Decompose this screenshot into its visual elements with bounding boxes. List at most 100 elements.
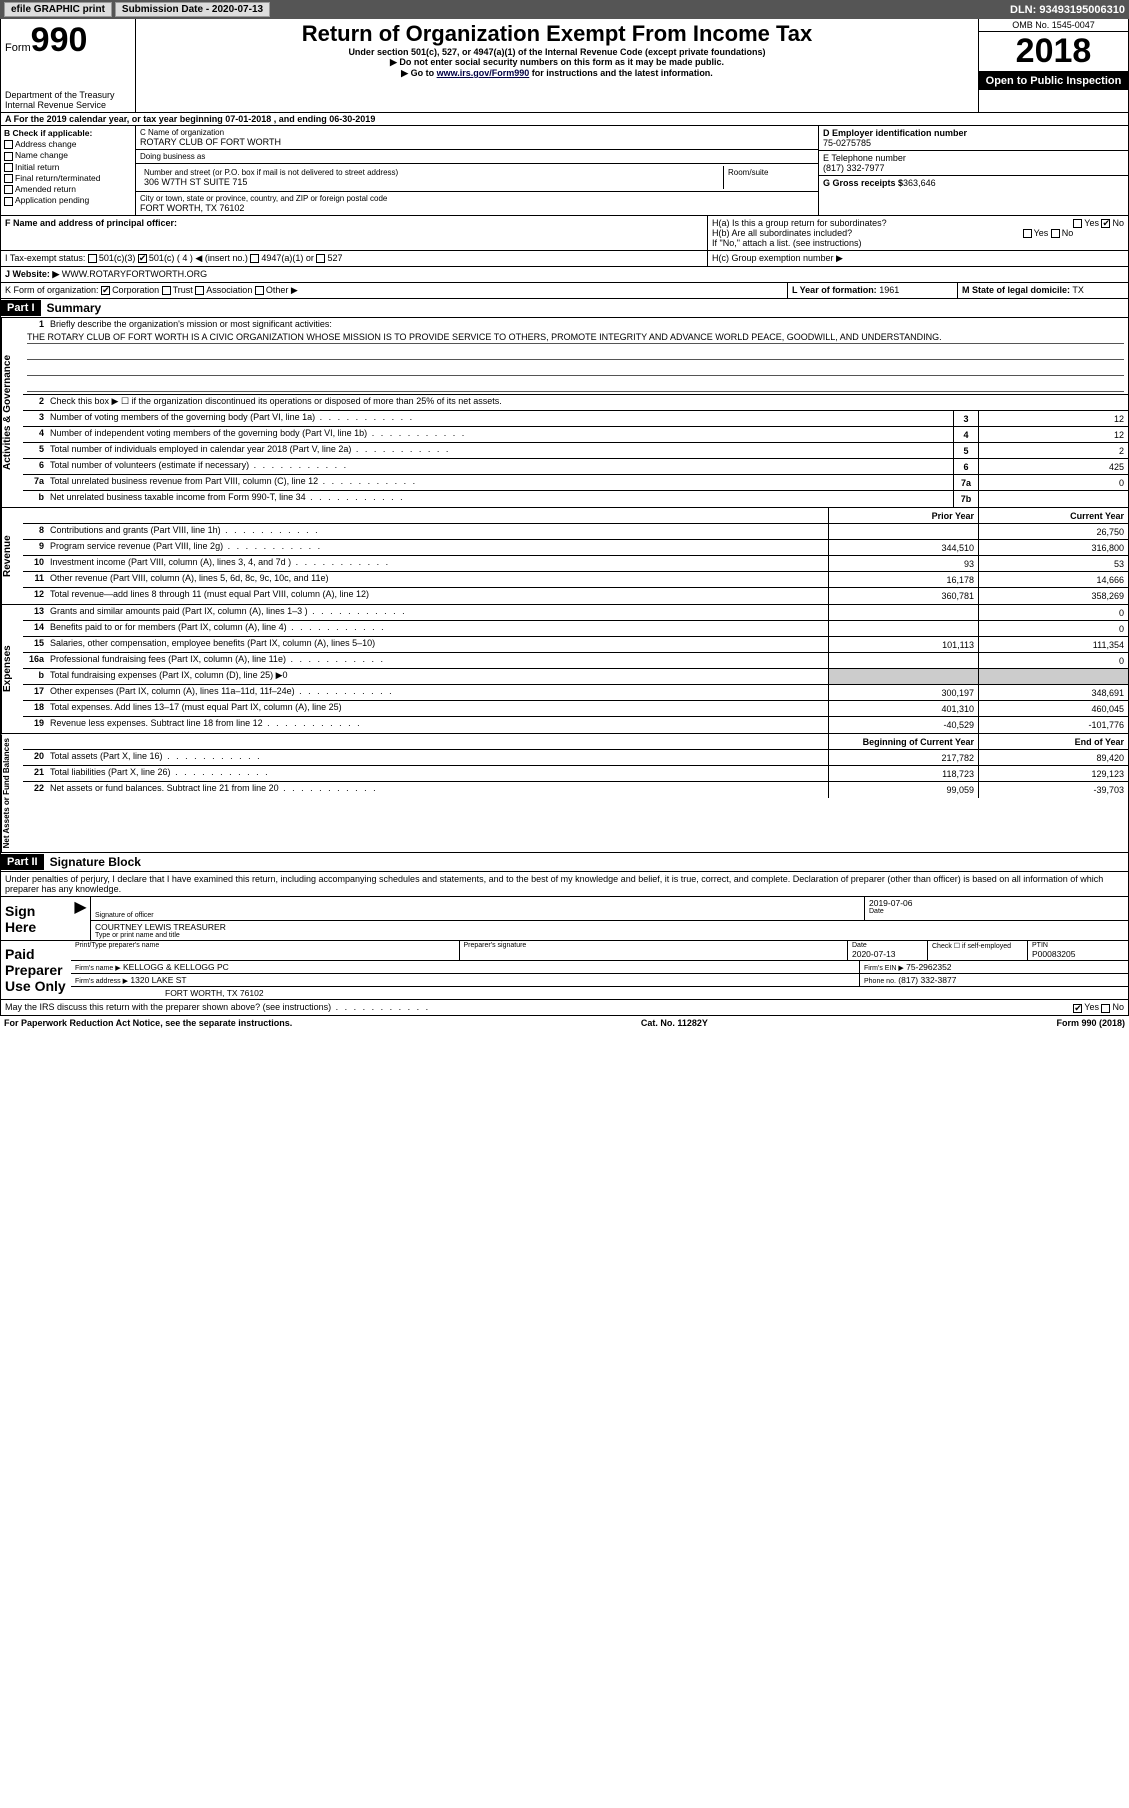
chk-name-change[interactable]: Name change bbox=[4, 150, 132, 160]
curr-19: -101,776 bbox=[978, 717, 1128, 733]
row-i-hc: I Tax-exempt status: 501(c)(3) 501(c) ( … bbox=[0, 251, 1129, 267]
firm-phone: (817) 332-3877 bbox=[898, 975, 956, 985]
boy-21: 118,723 bbox=[828, 766, 978, 781]
tax-year: 2018 bbox=[979, 32, 1128, 72]
officer-name: COURTNEY LEWIS TREASURER bbox=[95, 922, 1124, 932]
ha-no[interactable] bbox=[1101, 219, 1110, 228]
line-a-tax-year: A For the 2019 calendar year, or tax yea… bbox=[0, 113, 1129, 126]
prior-12: 360,781 bbox=[828, 588, 978, 604]
prior-9: 344,510 bbox=[828, 540, 978, 555]
form-of-organization: K Form of organization: Corporation Trus… bbox=[1, 283, 788, 298]
val-3: 12 bbox=[978, 411, 1128, 426]
org-street: 306 W7TH ST SUITE 715 bbox=[144, 177, 719, 187]
header-left: Form990 Department of the Treasury Inter… bbox=[1, 19, 136, 112]
form-header: Form990 Department of the Treasury Inter… bbox=[0, 19, 1129, 113]
chk-initial-return[interactable]: Initial return bbox=[4, 162, 132, 172]
boy-22: 99,059 bbox=[828, 782, 978, 798]
prep-date: 2020-07-13 bbox=[852, 949, 923, 959]
val-5: 2 bbox=[978, 443, 1128, 458]
prior-15: 101,113 bbox=[828, 637, 978, 652]
boy-20: 217,782 bbox=[828, 750, 978, 765]
telephone: (817) 332-7977 bbox=[823, 163, 1124, 173]
eoy-21: 129,123 bbox=[978, 766, 1128, 781]
chk-4947[interactable] bbox=[250, 254, 259, 263]
discuss-yes[interactable] bbox=[1073, 1004, 1082, 1013]
chk-527[interactable] bbox=[316, 254, 325, 263]
header-right: OMB No. 1545-0047 2018 Open to Public In… bbox=[978, 19, 1128, 112]
header-center: Return of Organization Exempt From Incom… bbox=[136, 19, 978, 112]
hb-no[interactable] bbox=[1051, 229, 1060, 238]
chk-amended-return[interactable]: Amended return bbox=[4, 184, 132, 194]
row-f-h: F Name and address of principal officer:… bbox=[0, 216, 1129, 251]
prior-17: 300,197 bbox=[828, 685, 978, 700]
ein: 75-0275785 bbox=[823, 138, 1124, 148]
chk-trust[interactable] bbox=[162, 286, 171, 295]
part1-header: Part I Summary bbox=[0, 299, 1129, 318]
curr-13: 0 bbox=[978, 605, 1128, 620]
tax-exempt-status: I Tax-exempt status: 501(c)(3) 501(c) ( … bbox=[1, 251, 708, 266]
firm-addr2: FORT WORTH, TX 76102 bbox=[165, 988, 264, 998]
sig-date: 2019-07-06 bbox=[869, 898, 1124, 908]
prior-13 bbox=[828, 605, 978, 620]
hc-group-exemption: H(c) Group exemption number ▶ bbox=[708, 251, 1128, 266]
prior-11: 16,178 bbox=[828, 572, 978, 587]
curr-16a: 0 bbox=[978, 653, 1128, 668]
omb-number: OMB No. 1545-0047 bbox=[979, 19, 1128, 32]
prior-19: -40,529 bbox=[828, 717, 978, 733]
dln: DLN: 93493195006310 bbox=[1010, 4, 1125, 16]
section-expenses: Expenses 13Grants and similar amounts pa… bbox=[0, 605, 1129, 734]
efile-toolbar: efile GRAPHIC print Submission Date - 20… bbox=[0, 0, 1129, 19]
chk-501c3[interactable] bbox=[88, 254, 97, 263]
page-footer: For Paperwork Reduction Act Notice, see … bbox=[0, 1016, 1129, 1030]
col-b-checkboxes: B Check if applicable: Address change Na… bbox=[1, 126, 136, 215]
firm-name: KELLOGG & KELLOGG PC bbox=[123, 962, 229, 972]
perjury-declaration: Under penalties of perjury, I declare th… bbox=[0, 872, 1129, 897]
section-net-assets: Net Assets or Fund Balances Beginning of… bbox=[0, 734, 1129, 853]
curr-12: 358,269 bbox=[978, 588, 1128, 604]
h-group-return: H(a) Is this a group return for subordin… bbox=[708, 216, 1128, 250]
efile-print-button[interactable]: efile GRAPHIC print bbox=[4, 2, 112, 17]
curr-11: 14,666 bbox=[978, 572, 1128, 587]
chk-501c[interactable] bbox=[138, 254, 147, 263]
treasury-dept: Department of the Treasury Internal Reve… bbox=[5, 90, 131, 110]
prior-16a bbox=[828, 653, 978, 668]
curr-10: 53 bbox=[978, 556, 1128, 571]
chk-association[interactable] bbox=[195, 286, 204, 295]
col-c-name-address: C Name of organizationROTARY CLUB OF FOR… bbox=[136, 126, 818, 215]
chk-final-return[interactable]: Final return/terminated bbox=[4, 173, 132, 183]
website: WWW.ROTARYFORTWORTH.ORG bbox=[62, 269, 207, 279]
open-to-public: Open to Public Inspection bbox=[979, 72, 1128, 90]
state-domicile: TX bbox=[1072, 285, 1084, 295]
row-k-l-m: K Form of organization: Corporation Trus… bbox=[0, 283, 1129, 299]
year-formation: 1961 bbox=[879, 285, 899, 295]
curr-18: 460,045 bbox=[978, 701, 1128, 716]
curr-14: 0 bbox=[978, 621, 1128, 636]
paid-preparer-block: Paid Preparer Use Only Print/Type prepar… bbox=[0, 941, 1129, 1000]
ha-yes[interactable] bbox=[1073, 219, 1082, 228]
prior-18: 401,310 bbox=[828, 701, 978, 716]
discuss-no[interactable] bbox=[1101, 1004, 1110, 1013]
form-title: Return of Organization Exempt From Incom… bbox=[138, 21, 976, 47]
hb-yes[interactable] bbox=[1023, 229, 1032, 238]
val-7b bbox=[978, 491, 1128, 507]
prior-14 bbox=[828, 621, 978, 636]
irs-link[interactable]: www.irs.gov/Form990 bbox=[437, 68, 530, 78]
curr-17: 348,691 bbox=[978, 685, 1128, 700]
section-activities-governance: Activities & Governance 1Briefly describ… bbox=[0, 318, 1129, 508]
curr-9: 316,800 bbox=[978, 540, 1128, 555]
ptin: P00083205 bbox=[1032, 949, 1124, 959]
gross-receipts: 363,646 bbox=[903, 178, 936, 188]
firm-addr1: 1320 LAKE ST bbox=[130, 975, 186, 985]
curr-15: 111,354 bbox=[978, 637, 1128, 652]
mission-statement: THE ROTARY CLUB OF FORT WORTH IS A CIVIC… bbox=[27, 332, 1124, 344]
col-de: D Employer identification number75-02757… bbox=[818, 126, 1128, 215]
chk-application-pending[interactable]: Application pending bbox=[4, 195, 132, 205]
row-j: J Website: ▶ WWW.ROTARYFORTWORTH.ORG bbox=[0, 267, 1129, 283]
discuss-row: May the IRS discuss this return with the… bbox=[0, 1000, 1129, 1015]
chk-corporation[interactable] bbox=[101, 286, 110, 295]
entity-block: B Check if applicable: Address change Na… bbox=[0, 126, 1129, 216]
sign-here-block: Sign Here ▶ Signature of officer 2019-07… bbox=[0, 897, 1129, 941]
chk-other[interactable] bbox=[255, 286, 264, 295]
principal-officer: F Name and address of principal officer: bbox=[1, 216, 708, 250]
chk-address-change[interactable]: Address change bbox=[4, 139, 132, 149]
